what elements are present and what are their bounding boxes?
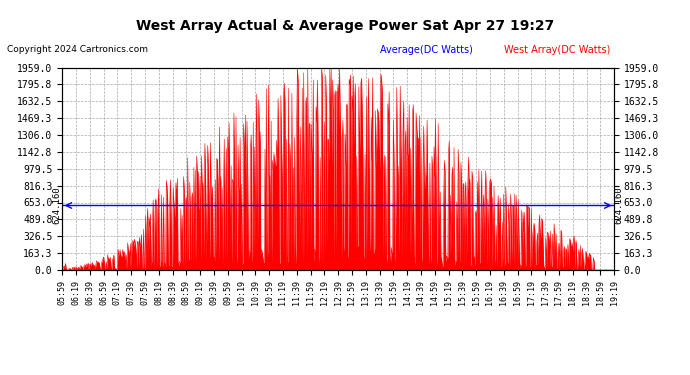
Text: West Array(DC Watts): West Array(DC Watts) bbox=[504, 45, 610, 55]
Text: 624.160: 624.160 bbox=[615, 187, 624, 224]
Text: Average(DC Watts): Average(DC Watts) bbox=[380, 45, 473, 55]
Text: West Array Actual & Average Power Sat Apr 27 19:27: West Array Actual & Average Power Sat Ap… bbox=[136, 19, 554, 33]
Text: 624.160: 624.160 bbox=[52, 187, 61, 224]
Text: Copyright 2024 Cartronics.com: Copyright 2024 Cartronics.com bbox=[7, 45, 148, 54]
